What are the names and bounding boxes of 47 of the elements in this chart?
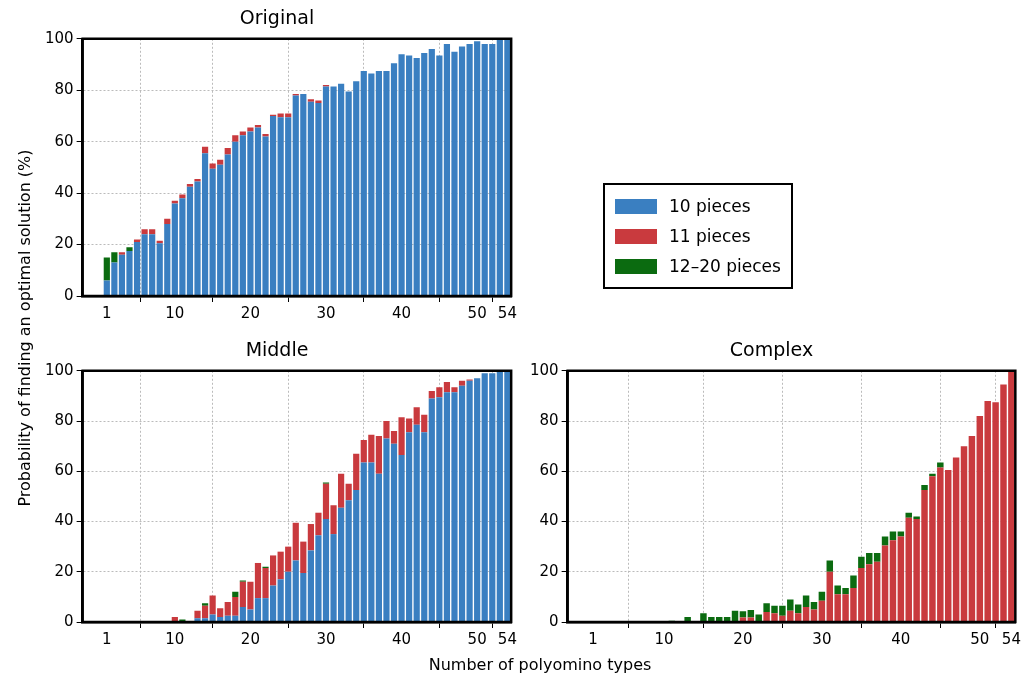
x-tick-label: 40 [891, 629, 911, 648]
x-tick-label: 50 [467, 629, 487, 648]
x-tick-label: 54 [497, 629, 517, 648]
y-tick-label: 40 [54, 511, 74, 530]
x-tick-label: 30 [316, 629, 336, 648]
x-axis-title: Number of polyomino types [428, 655, 652, 674]
y-tick-label: 100 [529, 360, 559, 379]
y-tick-label: 0 [64, 611, 74, 630]
y-tick-label: 80 [539, 410, 559, 429]
x-tick-label: 40 [392, 629, 412, 648]
x-tick-label: 1 [102, 629, 112, 648]
x-tick-label: 50 [970, 629, 990, 648]
x-tick-label: 20 [240, 629, 260, 648]
x-tick-label: 30 [316, 303, 336, 322]
legend-label: 12–20 pieces [669, 256, 781, 276]
x-tick-label: 30 [812, 629, 832, 648]
x-tick-label: 10 [165, 303, 185, 322]
x-tick-label: 1 [102, 303, 112, 322]
x-tick-label: 40 [392, 303, 412, 322]
x-tick-label: 1 [588, 629, 598, 648]
y-tick-label: 40 [539, 511, 559, 530]
x-tick-label: 20 [240, 303, 260, 322]
y-tick-label: 100 [44, 360, 74, 379]
y-tick-label: 60 [54, 131, 74, 150]
chart-title: Middle [245, 338, 309, 361]
x-tick-label: 20 [733, 629, 753, 648]
chart-title: Original [239, 6, 315, 29]
x-tick-label: 50 [467, 303, 487, 322]
y-tick-label: 20 [54, 561, 74, 580]
y-tick-label: 0 [64, 285, 74, 304]
y-axis-title: Probability of finding an optimal solution (%) [14, 149, 34, 507]
y-tick-label: 60 [539, 461, 559, 480]
x-tick-label: 10 [654, 629, 674, 648]
legend-label: 11 pieces [669, 226, 751, 246]
y-tick-label: 80 [54, 410, 74, 429]
y-tick-label: 20 [54, 234, 74, 253]
y-tick-label: 0 [549, 611, 559, 630]
y-tick-label: 60 [54, 461, 74, 480]
x-tick-label: 54 [1001, 629, 1021, 648]
chart-title: Complex [729, 338, 814, 361]
y-tick-label: 20 [539, 561, 559, 580]
legend-label: 10 pieces [669, 196, 751, 216]
y-tick-label: 40 [54, 183, 74, 202]
y-tick-label: 80 [54, 80, 74, 99]
y-tick-label: 100 [44, 28, 74, 47]
x-tick-label: 54 [497, 303, 517, 322]
x-tick-label: 10 [165, 629, 185, 648]
